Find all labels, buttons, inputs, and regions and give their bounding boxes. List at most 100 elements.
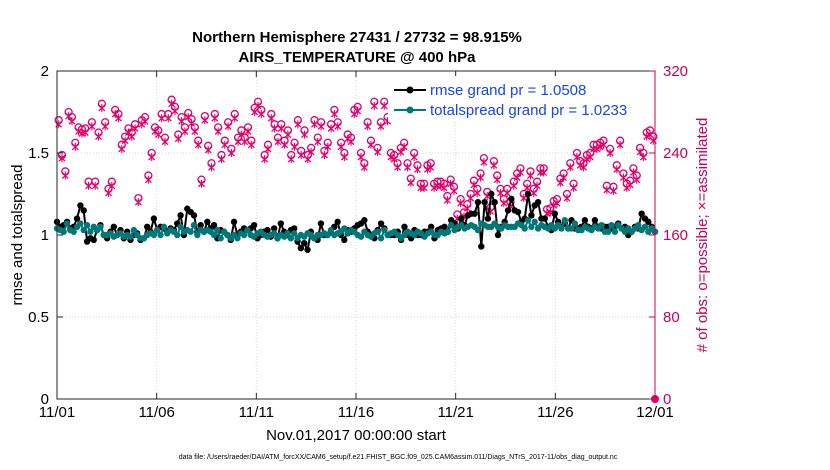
totalspread-point: [327, 226, 335, 234]
obs-assimilated-point: [377, 122, 385, 131]
chart-subtitle: AIRS_TEMPERATURE @ 400 hPa: [239, 49, 477, 66]
totalspread-point: [287, 235, 295, 242]
totalspread-point: [598, 221, 605, 229]
obs-assimilated-point: [201, 116, 209, 125]
obs-assimilated-point: [208, 163, 215, 172]
obs-assimilated-point: [158, 114, 166, 123]
obs-assimilated-point: [470, 180, 478, 189]
totalspread-point: [374, 228, 381, 235]
totalspread-point: [524, 217, 532, 224]
obs-assimilated-point: [191, 127, 199, 136]
obs-assimilated-point: [560, 173, 568, 182]
obs-assimilated-point: [217, 155, 225, 164]
obs-assimilated-point: [407, 178, 415, 187]
series-layer: [53, 95, 659, 403]
obs-assimilated-point: [370, 101, 378, 110]
obs-assimilated-point: [231, 114, 239, 123]
totalspread-point: [87, 228, 94, 235]
obs-assimilated-point: [457, 199, 465, 208]
obs-assimilated-point: [639, 153, 647, 162]
obs-assimilated-point: [643, 132, 651, 141]
obs-assimilated-point: [516, 168, 524, 177]
obs-assimilated-point: [181, 127, 189, 136]
totalspread-point: [377, 235, 385, 242]
obs-assimilated-point: [600, 140, 607, 149]
totalspread-point: [561, 217, 568, 224]
obs-assimilated-point: [304, 155, 312, 164]
obs-assimilated-point: [646, 130, 654, 139]
legend-box: [388, 76, 650, 122]
obs-assimilated-point: [480, 158, 488, 167]
rmse-point: [277, 220, 285, 227]
right-y-tick-label: 320: [663, 63, 688, 80]
obs-assimilated-point: [307, 147, 315, 156]
obs-assimilated-point: [108, 181, 116, 190]
rmse-point: [377, 220, 385, 227]
rmse-point: [341, 236, 348, 244]
obs-assimilated-point: [71, 142, 79, 151]
obs-assimilated-point: [141, 117, 149, 126]
obs-assimilated-point: [563, 194, 571, 203]
obs-assimilated-point: [287, 155, 295, 164]
obs-assimilated-point: [526, 171, 534, 180]
obs-assimilated-point: [131, 124, 139, 133]
obs-assimilated-point: [566, 163, 574, 172]
obs-assimilated-point: [580, 163, 588, 172]
obs-assimilated-point: [503, 188, 511, 197]
rmse-point: [297, 244, 305, 252]
totalspread-point: [97, 223, 104, 230]
obs-assimilated-point: [314, 137, 322, 146]
obs-assimilated-point: [493, 175, 501, 184]
rmse-point: [524, 190, 532, 198]
obs-assimilated-point: [261, 155, 269, 164]
totalspread-point: [77, 220, 84, 227]
left-y-tick-label: 2: [41, 63, 49, 80]
obs-assimilated-point: [553, 199, 561, 208]
obs-assimilated-point: [570, 183, 578, 192]
totalspread-point: [157, 231, 164, 239]
totalspread-point: [240, 231, 248, 239]
totalspread-point: [444, 228, 452, 235]
rmse-point: [204, 218, 211, 226]
legend-label-rmse: rmse grand pr = 1.0508: [430, 82, 586, 99]
left-y-axis-ticks: 0 0.5 1 1.5 2: [28, 63, 63, 408]
rmse-point: [508, 195, 515, 203]
obs-assimilated-point: [603, 185, 611, 194]
x-tick-label: 11/16: [338, 404, 374, 421]
data-file-footer: data file: /Users/raeder/DAI/ATM_forcXX/…: [179, 454, 618, 461]
x-tick-label: 11/01: [39, 404, 75, 421]
rmse-point: [90, 236, 97, 244]
legend-marker-rmse: [406, 86, 414, 94]
rmse-point: [458, 215, 465, 222]
obs-assimilated-point: [420, 183, 428, 192]
obs-assimilated-point: [274, 137, 282, 146]
obs-assimilated-point: [257, 110, 265, 119]
obs-assimilated-point: [221, 140, 229, 149]
obs-assimilated-point: [178, 117, 186, 126]
totalspread-point: [568, 225, 575, 232]
right-y-tick-label: 160: [663, 227, 688, 244]
totalspread-point: [558, 225, 565, 232]
obs-assimilated-point: [128, 132, 136, 141]
rmse-point: [528, 212, 535, 219]
obs-assimilated-point: [533, 181, 541, 190]
obs-assimilated-point: [264, 144, 272, 153]
totalspread-point: [528, 223, 535, 230]
rmse-point: [110, 223, 117, 230]
rmse-point: [144, 223, 151, 230]
right-y-tick-label: 0: [663, 391, 671, 408]
obs-assimilated-point: [427, 163, 435, 172]
rmse-point: [177, 212, 184, 219]
obs-assimilated-point: [616, 140, 624, 149]
obs-assimilated-point: [440, 183, 448, 192]
rmse-point: [80, 207, 87, 214]
rmse-point: [471, 210, 478, 217]
totalspread-point: [214, 226, 221, 234]
obs-assimilated-point: [437, 181, 445, 190]
x-tick-label: 11/11: [239, 404, 274, 421]
rmse-point: [441, 223, 448, 230]
rmse-point: [250, 221, 258, 229]
obs-assimilated-point: [234, 137, 242, 146]
x-axis-label: Nov.01,2017 00:00:00 start: [266, 427, 447, 444]
rmse-point: [304, 246, 311, 253]
